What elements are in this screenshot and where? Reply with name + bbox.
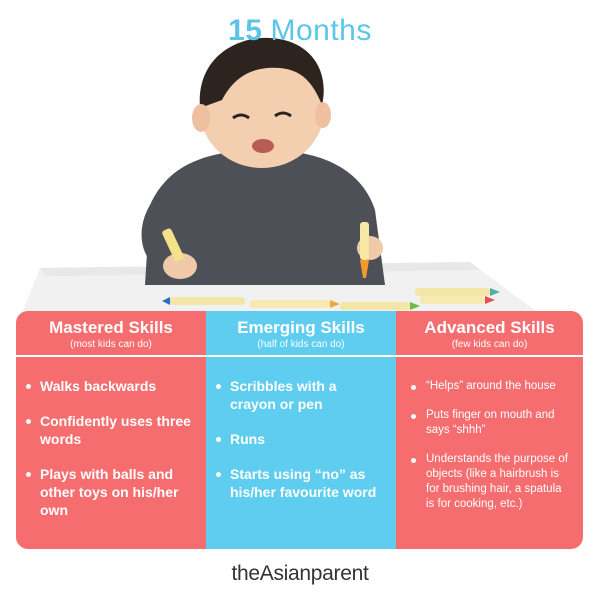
column-heading: Emerging Skills [237, 318, 365, 337]
title-word: Months [270, 14, 372, 47]
title-number: 15 [228, 14, 263, 47]
list-item: Walks backwards [26, 377, 196, 395]
column-header: Advanced Skills (few kids can do) [396, 311, 583, 355]
list-item: Confidently uses three words [26, 412, 196, 448]
header-divider [206, 355, 396, 357]
skill-list: Walks backwards Confidently uses three w… [16, 357, 206, 519]
mastered-skills-column: Mastered Skills (most kids can do) Walks… [16, 311, 206, 549]
column-heading: Mastered Skills [49, 318, 173, 337]
emerging-skills-column: Emerging Skills (half of kids can do) Sc… [206, 311, 396, 549]
toddler-photo [20, 37, 545, 318]
advanced-skills-column: Advanced Skills (few kids can do) “Helps… [396, 311, 583, 549]
header-divider [16, 355, 206, 357]
brand-name: theAsianparent [231, 562, 369, 585]
list-item: Plays with balls and other toys on his/h… [26, 465, 196, 519]
list-item: Understands the purpose of objects (like… [411, 452, 573, 512]
column-subheading: (most kids can do) [70, 339, 152, 350]
list-item: Puts finger on mouth and says “shhh” [411, 408, 573, 438]
brand-logo: theAsianparent [0, 562, 600, 586]
page-title: 15 Months [0, 14, 600, 48]
column-subheading: (half of kids can do) [257, 339, 345, 350]
column-header: Mastered Skills (most kids can do) [16, 311, 206, 355]
header-divider [396, 355, 583, 357]
column-header: Emerging Skills (half of kids can do) [206, 311, 396, 355]
list-item: Scribbles with a crayon or pen [216, 377, 386, 413]
column-subheading: (few kids can do) [451, 339, 528, 350]
list-item: “Helps” around the house [411, 379, 573, 394]
list-item: Starts using “no” as his/her favourite w… [216, 465, 386, 501]
skill-list: Scribbles with a crayon or pen Runs Star… [206, 357, 396, 501]
list-item: Runs [216, 430, 386, 448]
column-heading: Advanced Skills [424, 318, 555, 337]
skills-table: Mastered Skills (most kids can do) Walks… [16, 311, 583, 549]
skill-list: “Helps” around the house Puts finger on … [396, 357, 583, 512]
